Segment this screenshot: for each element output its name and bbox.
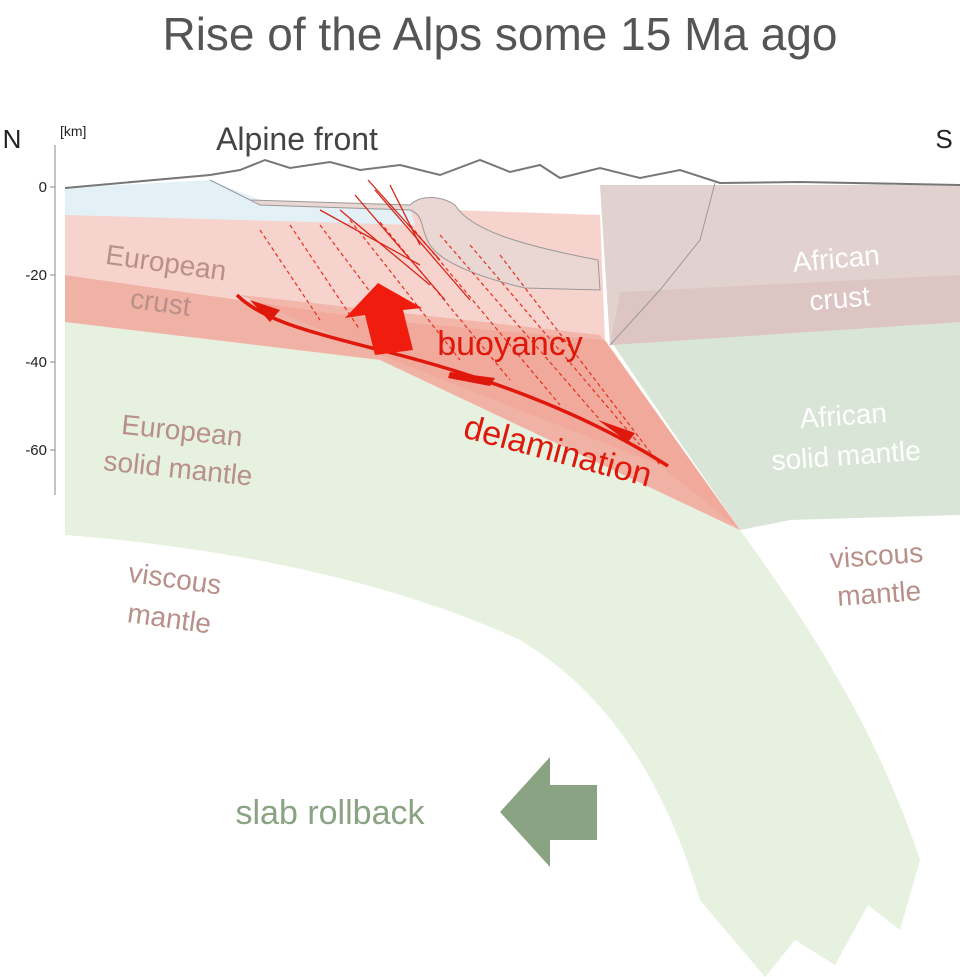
suture [609,182,716,346]
shear-arrow [250,300,280,322]
shear-arrow [448,372,495,386]
label: viscous [127,557,224,601]
tick-label: -60 [25,442,47,459]
label: crust [808,280,871,316]
axis-unit: [km] [60,123,86,139]
label: viscous [829,537,924,574]
label: mantle [836,575,922,612]
shear-arrow [598,420,635,442]
label: slab rollback [236,794,426,832]
compass-south: S [935,124,952,154]
label: African [791,239,881,277]
shear-zones [259,179,661,466]
label: buoyancy [437,325,583,363]
title: Rise of the Alps some 15 Ma ago [162,8,837,60]
compass-north: N [3,124,22,154]
rollback-arrow [500,757,597,867]
african-mantle [610,322,960,530]
buoyancy-arrow [345,283,422,355]
slab [65,322,920,977]
delamination-wedge [240,295,740,530]
depth-axis: [km] 0 -20 -40 -60 [25,123,86,495]
topography [64,158,960,189]
label: African [799,397,888,434]
tick-label: -20 [25,267,47,284]
label: Alpine front [216,121,378,157]
tick-label: 0 [39,179,47,196]
nappes [209,179,601,291]
label: mantle [126,597,214,639]
african-lower-crust [610,275,960,345]
geology [64,158,960,977]
tick-label: -40 [25,354,47,371]
